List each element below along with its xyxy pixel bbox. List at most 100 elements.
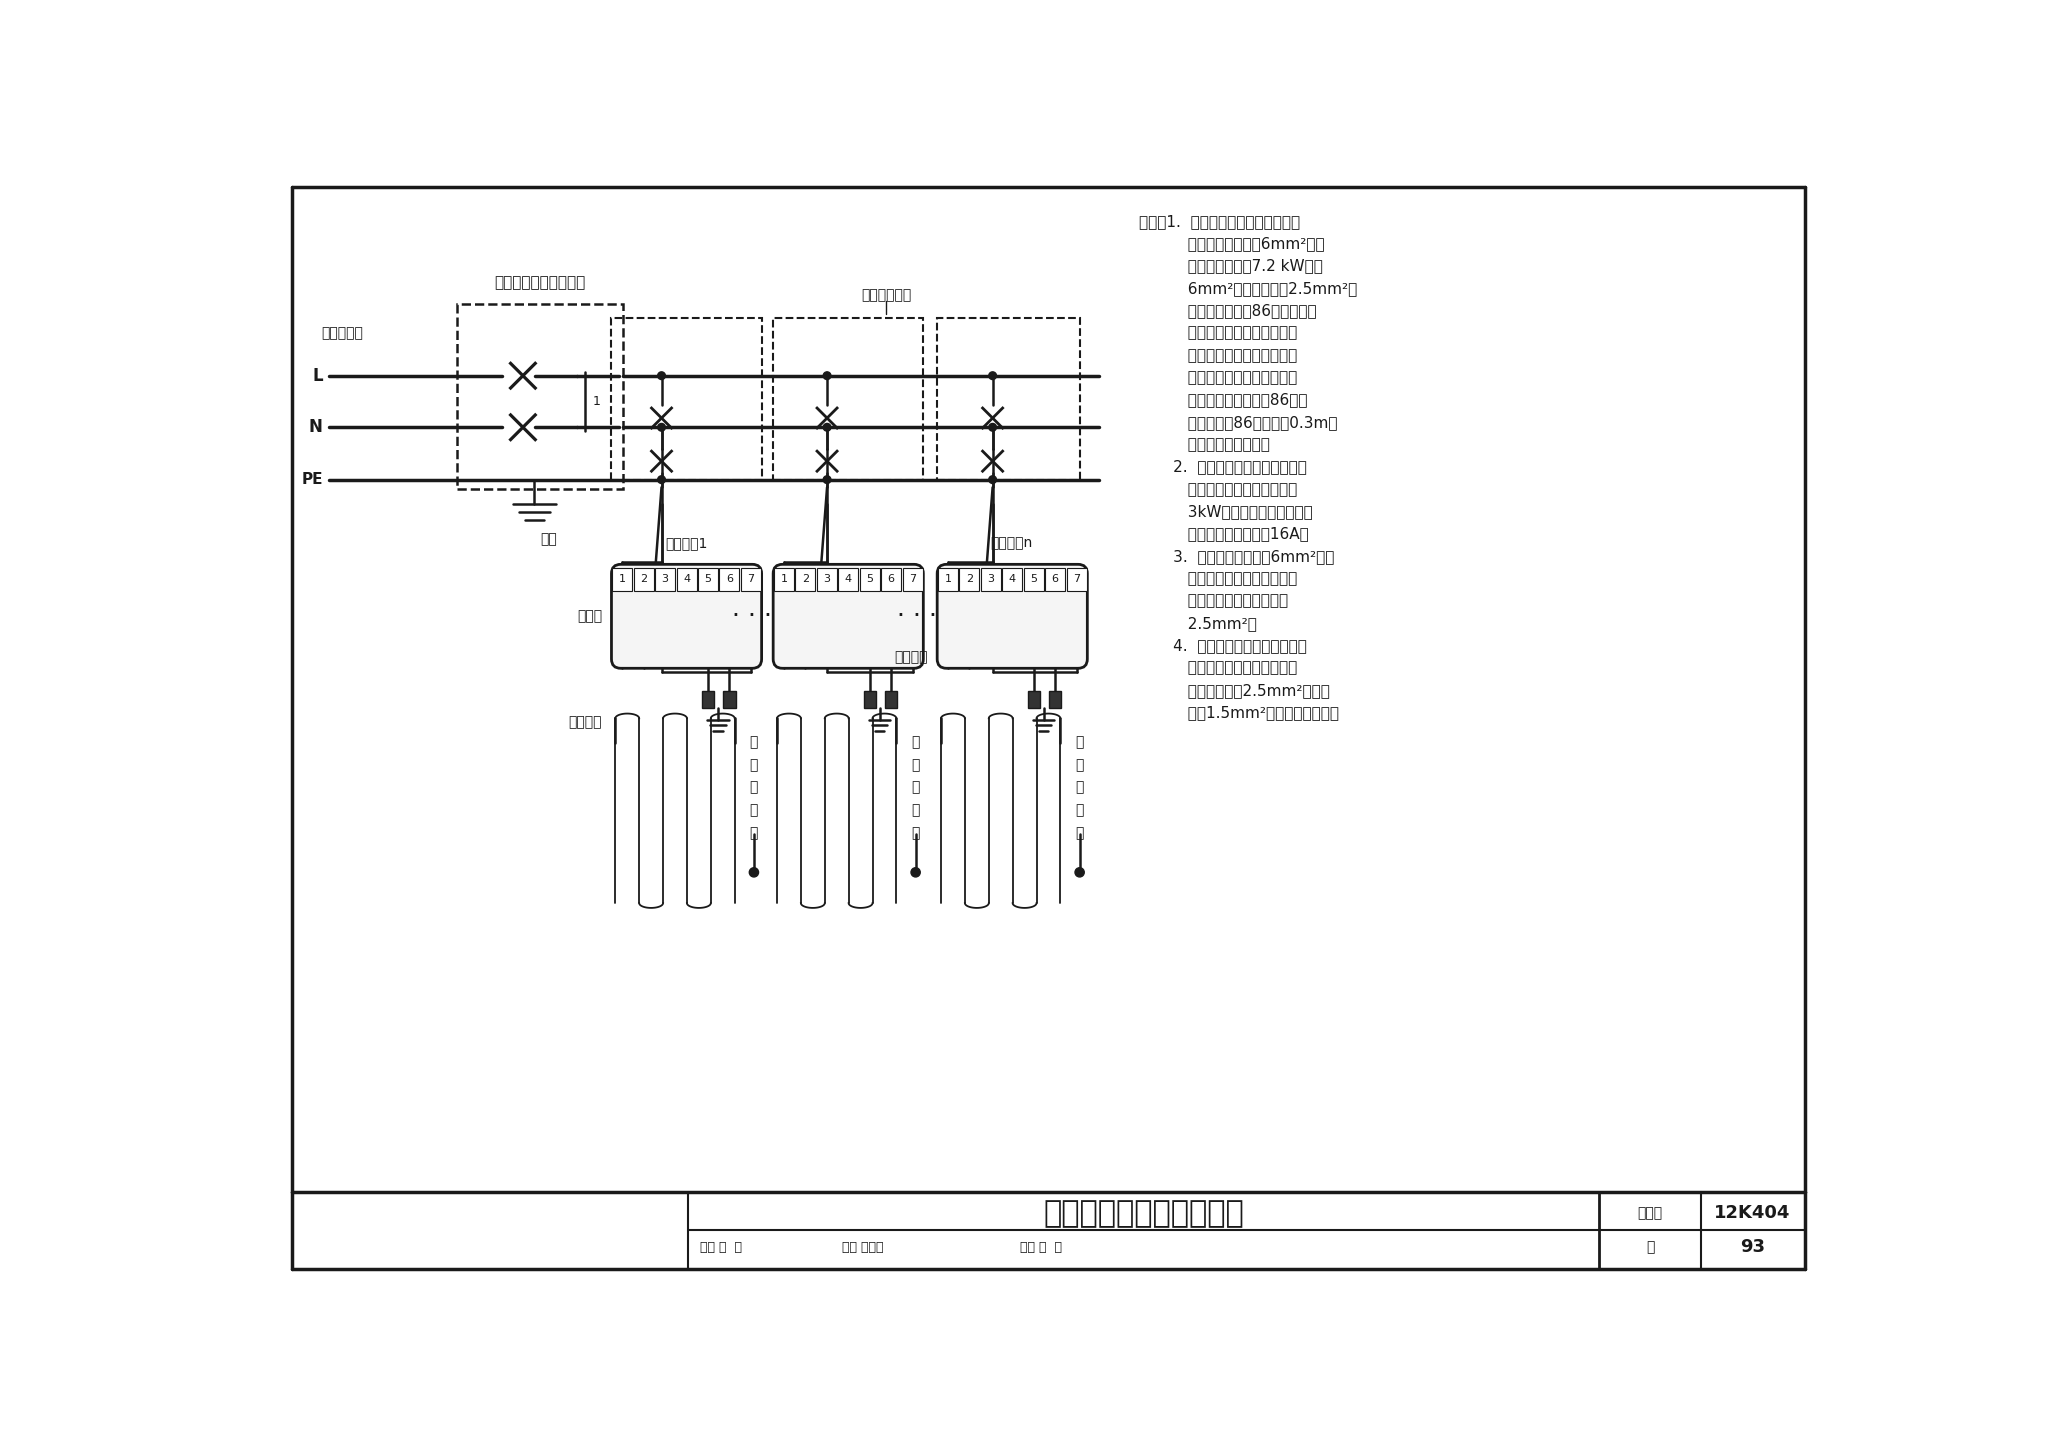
Text: 线示意处，86盒离地面0.3m，: 线示意处，86盒离地面0.3m， <box>1139 415 1337 430</box>
Bar <box>774 317 924 479</box>
Text: 7: 7 <box>1073 574 1079 584</box>
Text: 4: 4 <box>1010 574 1016 584</box>
Text: 2.  每个电地暖温控器只能进一: 2. 每个电地暖温控器只能进一 <box>1139 460 1307 475</box>
Bar <box>817 568 838 591</box>
Text: 地
温
传
感
器: 地 温 传 感 器 <box>911 735 920 840</box>
Text: 3: 3 <box>987 574 995 584</box>
Circle shape <box>1075 868 1083 877</box>
Bar <box>903 568 922 591</box>
Text: 6: 6 <box>1053 574 1059 584</box>
Text: 加热电缆: 加热电缆 <box>569 715 602 729</box>
Text: N: N <box>309 418 324 437</box>
Bar <box>633 568 653 591</box>
Text: 温控器: 温控器 <box>578 609 602 623</box>
Bar <box>860 568 881 591</box>
Circle shape <box>823 424 831 431</box>
Text: · · ·: · · · <box>897 604 938 628</box>
Text: 6: 6 <box>887 574 895 584</box>
Text: 4.  接地线随电源线进温控器，: 4. 接地线随电源线进温控器， <box>1139 638 1307 654</box>
Text: 大电地暖负荷约7.2 kW。从: 大电地暖负荷约7.2 kW。从 <box>1139 259 1323 274</box>
Circle shape <box>657 476 666 483</box>
Bar <box>938 568 958 591</box>
Text: 4: 4 <box>844 574 852 584</box>
Text: 触器遭断电流不小于16A。: 触器遭断电流不小于16A。 <box>1139 527 1309 542</box>
FancyBboxPatch shape <box>774 565 924 668</box>
Bar <box>774 568 795 591</box>
Text: 3: 3 <box>823 574 829 584</box>
Circle shape <box>823 476 831 483</box>
Circle shape <box>823 371 831 380</box>
Text: 剩余电流即漏电保护器: 剩余电流即漏电保护器 <box>494 275 586 290</box>
Text: 外接接头: 外接接头 <box>895 649 928 664</box>
Bar <box>612 568 633 591</box>
Bar <box>676 568 696 591</box>
Text: 图集号: 图集号 <box>1638 1207 1663 1220</box>
Text: 加热电缆温控器接线图二: 加热电缆温控器接线图二 <box>1042 1198 1243 1227</box>
Bar <box>938 317 1079 479</box>
Text: 扩展模块n: 扩展模块n <box>991 536 1032 550</box>
Text: 2: 2 <box>641 574 647 584</box>
Circle shape <box>911 868 920 877</box>
Text: 1: 1 <box>780 574 786 584</box>
Text: · · ·: · · · <box>731 604 772 628</box>
Bar <box>958 568 979 591</box>
Circle shape <box>989 476 997 483</box>
Text: 地
温
传
感
器: 地 温 传 感 器 <box>750 735 758 840</box>
Text: 器出来的电源线为6mm²，最: 器出来的电源线为6mm²，最 <box>1139 236 1325 252</box>
Text: 根加热电缆，功率不能超过: 根加热电缆，功率不能超过 <box>1139 482 1296 496</box>
Text: 4: 4 <box>682 574 690 584</box>
Text: 电源线，采用在86盒内分接。: 电源线，采用在86盒内分接。 <box>1139 303 1317 319</box>
Text: 12K404: 12K404 <box>1714 1204 1790 1223</box>
Text: 2: 2 <box>967 574 973 584</box>
Bar <box>741 568 762 591</box>
Circle shape <box>657 424 666 431</box>
Bar <box>1028 692 1040 708</box>
Circle shape <box>750 868 758 877</box>
Bar <box>864 692 877 708</box>
Text: 地
温
传
感
器: 地 温 传 感 器 <box>1075 735 1083 840</box>
Text: 分支电源线接在主线上，用: 分支电源线接在主线上，用 <box>1139 326 1296 341</box>
Text: 布做绣缘处理，接地线同法: 布做绣缘处理，接地线同法 <box>1139 370 1296 386</box>
Bar <box>1049 692 1061 708</box>
Bar <box>1044 568 1065 591</box>
Text: 并与加热电缆的接地端相连: 并与加热电缆的接地端相连 <box>1139 661 1296 676</box>
Text: 说明：1.  该方案从剩余电流漏电保护: 说明：1. 该方案从剩余电流漏电保护 <box>1139 214 1300 229</box>
Text: 页: 页 <box>1647 1241 1655 1254</box>
Text: L: L <box>311 367 324 384</box>
Text: 电源上取，进温控器的电源: 电源上取，进温控器的电源 <box>1139 571 1296 587</box>
Bar <box>1024 568 1044 591</box>
Text: 线用多芯锐线，截面积为: 线用多芯锐线，截面积为 <box>1139 594 1288 609</box>
Text: 1: 1 <box>618 574 627 584</box>
Bar <box>612 317 762 479</box>
Text: 2: 2 <box>801 574 809 584</box>
Text: 地线1.5mm²，均为多芯锐线。: 地线1.5mm²，均为多芯锐线。 <box>1139 705 1339 721</box>
Circle shape <box>989 371 997 380</box>
Bar <box>698 568 719 591</box>
Text: 5: 5 <box>705 574 711 584</box>
Text: 接地: 接地 <box>541 533 557 546</box>
Text: 3kW。温控器内微型交流接: 3kW。温控器内微型交流接 <box>1139 504 1313 520</box>
Text: 5: 5 <box>1030 574 1036 584</box>
Text: 审核 张  青: 审核 张 青 <box>700 1241 741 1254</box>
Text: 5: 5 <box>866 574 872 584</box>
Text: 2.5mm²。: 2.5mm²。 <box>1139 616 1257 630</box>
Text: 设计 刘  辉: 设计 刘 辉 <box>1020 1241 1061 1254</box>
Text: 3.  温控器的电源线从6mm²的主: 3. 温控器的电源线从6mm²的主 <box>1139 549 1335 563</box>
Text: 1: 1 <box>592 396 600 408</box>
Circle shape <box>989 424 997 431</box>
FancyBboxPatch shape <box>938 565 1087 668</box>
Text: 施工。图纸虚线框兢86盒接: 施工。图纸虚线框兢86盒接 <box>1139 393 1307 408</box>
Bar <box>885 692 897 708</box>
Text: 3: 3 <box>662 574 668 584</box>
Bar <box>838 568 858 591</box>
Text: 校对 刘国选: 校对 刘国选 <box>842 1241 885 1254</box>
Text: 7: 7 <box>909 574 915 584</box>
Bar <box>795 568 815 591</box>
Text: 6: 6 <box>725 574 733 584</box>
Bar <box>981 568 1001 591</box>
Text: 7: 7 <box>748 574 754 584</box>
Text: 温控器接线端: 温控器接线端 <box>862 288 911 301</box>
Bar <box>719 568 739 591</box>
Text: 1: 1 <box>944 574 952 584</box>
Text: 6mm²主电源线分出2.5mm²支: 6mm²主电源线分出2.5mm²支 <box>1139 281 1358 296</box>
